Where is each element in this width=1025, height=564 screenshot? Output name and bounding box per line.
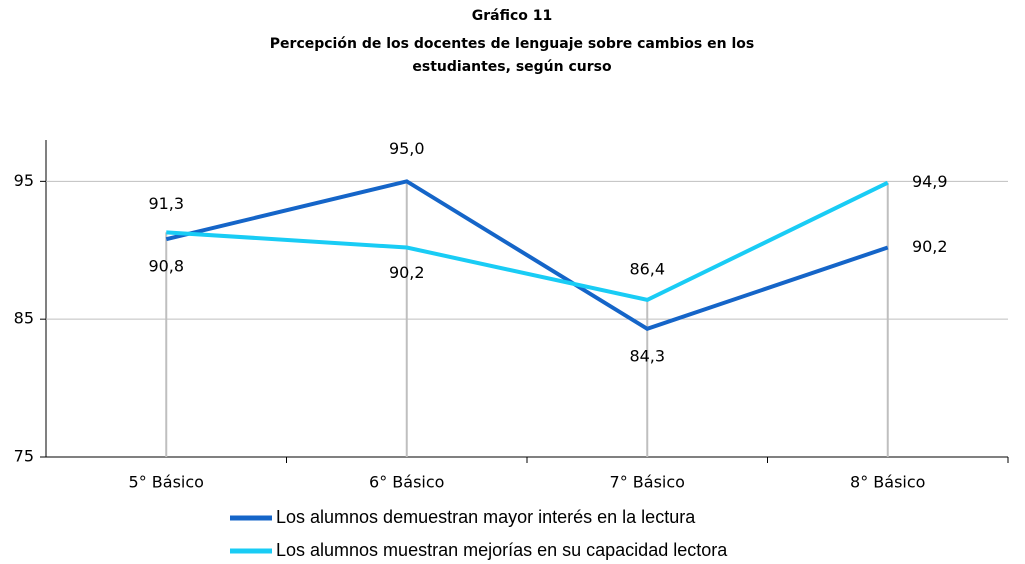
- data-label: 90,2: [912, 237, 948, 256]
- data-label: 90,8: [148, 257, 184, 276]
- series-line: [165, 179, 889, 332]
- legend-label: Los alumnos demuestran mayor interés en …: [276, 507, 696, 527]
- y-tick-label: 85: [14, 309, 34, 328]
- data-label: 90,2: [389, 263, 425, 282]
- x-tick-label: 7° Básico: [610, 473, 685, 492]
- series-line: [166, 180, 889, 302]
- x-tick-label: 5° Básico: [129, 473, 204, 492]
- y-tick-label: 75: [14, 447, 34, 466]
- legend-label: Los alumnos muestran mejorías en su capa…: [276, 540, 728, 560]
- x-tick-label: 8° Básico: [850, 473, 925, 492]
- y-tick-label: 95: [14, 171, 34, 190]
- chart-subtitle: Percepción de los docentes de lenguaje s…: [270, 36, 754, 75]
- data-label: 86,4: [629, 259, 665, 278]
- data-label: 94,9: [912, 172, 948, 191]
- x-tick-label: 6° Básico: [369, 473, 444, 492]
- chart-title: Gráfico 11: [472, 8, 553, 24]
- data-label: 84,3: [629, 346, 665, 365]
- data-label: 95,0: [389, 139, 425, 158]
- data-label: 91,3: [148, 194, 184, 213]
